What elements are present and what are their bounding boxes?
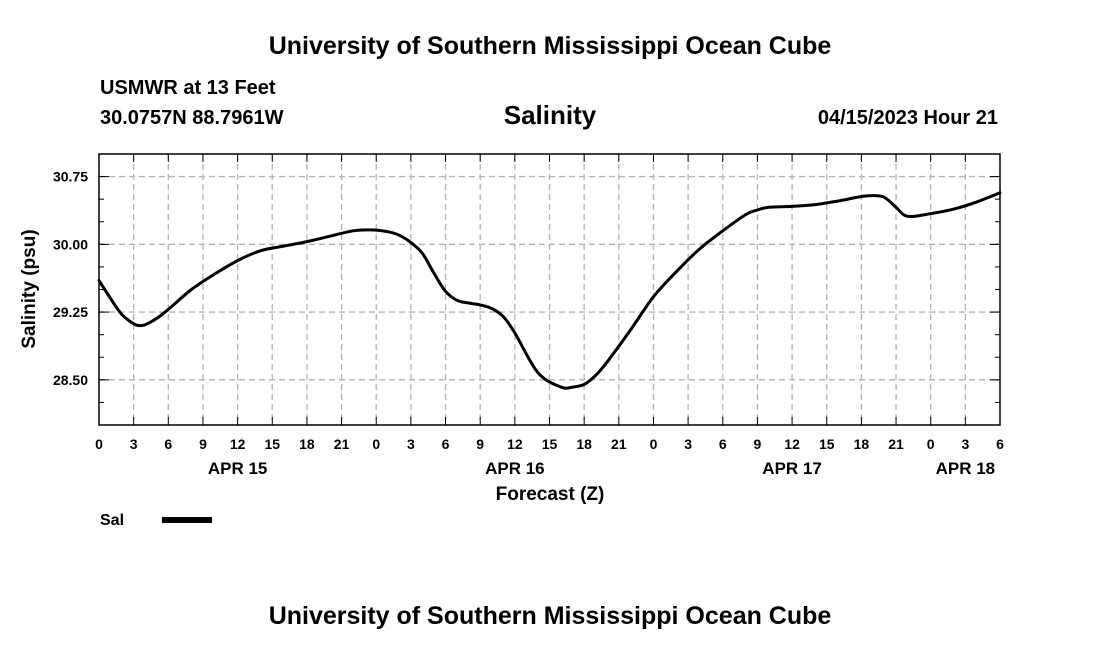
x-tick-label: 12 bbox=[507, 436, 523, 452]
grid-lines bbox=[99, 154, 1000, 425]
x-axis-ticks: 0 3 6 9 12 15 18 21 0 3 6 9 12 15 18 21 0 3 6 9 12 15 18 21 0 3 6 bbox=[95, 436, 1004, 452]
station-label: USMWR at 13 Feet bbox=[100, 77, 276, 99]
x-tick-label: 3 bbox=[961, 436, 969, 452]
day-label: APR 18 bbox=[936, 459, 996, 478]
footer-title: University of Southern Mississippi Ocean… bbox=[269, 602, 832, 630]
series-line-sal bbox=[97, 191, 1002, 390]
x-tick-label: 15 bbox=[264, 436, 280, 452]
y-tick-label: 30.75 bbox=[53, 169, 88, 185]
x-tick-label: 15 bbox=[542, 436, 558, 452]
x-tick-label: 3 bbox=[407, 436, 415, 452]
y-axis-ticks: 30.75 30.00 29.25 28.50 bbox=[53, 169, 88, 388]
day-labels: APR 15 APR 16 APR 17 APR 18 bbox=[208, 459, 995, 478]
day-label: APR 15 bbox=[208, 459, 268, 478]
plot-frame bbox=[98, 153, 1001, 426]
forecast-datetime: 04/15/2023 Hour 21 bbox=[818, 107, 998, 129]
x-tick-label: 6 bbox=[164, 436, 172, 452]
x-tick-label: 0 bbox=[372, 436, 380, 452]
x-tick-label: 3 bbox=[130, 436, 138, 452]
y-tick-label: 30.00 bbox=[53, 236, 88, 252]
x-tick-label: 21 bbox=[334, 436, 350, 452]
x-tick-label: 12 bbox=[230, 436, 246, 452]
x-tick-label: 15 bbox=[819, 436, 835, 452]
x-tick-label: 3 bbox=[684, 436, 692, 452]
x-tick-label: 21 bbox=[611, 436, 627, 452]
x-tick-label: 0 bbox=[650, 436, 658, 452]
x-tick-label: 0 bbox=[95, 436, 103, 452]
y-tick-label: 28.50 bbox=[53, 372, 88, 388]
x-tick-label: 6 bbox=[996, 436, 1004, 452]
x-tick-label: 0 bbox=[927, 436, 935, 452]
x-tick-label: 6 bbox=[442, 436, 450, 452]
x-tick-label: 9 bbox=[476, 436, 484, 452]
x-tick-label: 18 bbox=[576, 436, 592, 452]
x-tick-label: 12 bbox=[784, 436, 800, 452]
day-label: APR 17 bbox=[762, 459, 822, 478]
y-axis-label: Salinity (psu) bbox=[19, 229, 40, 348]
x-tick-label: 9 bbox=[754, 436, 762, 452]
x-tick-label: 18 bbox=[854, 436, 870, 452]
x-tick-label: 6 bbox=[719, 436, 727, 452]
legend-label-sal: Sal bbox=[100, 512, 124, 529]
y-tick-label: 29.25 bbox=[53, 304, 88, 320]
x-axis-label: Forecast (Z) bbox=[496, 484, 605, 505]
x-tick-label: 21 bbox=[888, 436, 904, 452]
minor-ticks bbox=[98, 154, 1001, 425]
chart-title: University of Southern Mississippi Ocean… bbox=[269, 32, 832, 60]
variable-title: Salinity bbox=[504, 100, 597, 130]
x-tick-label: 18 bbox=[299, 436, 315, 452]
day-label: APR 16 bbox=[485, 459, 545, 478]
station-coordinates: 30.0757N 88.7961W bbox=[100, 107, 284, 129]
x-tick-label: 9 bbox=[199, 436, 207, 452]
